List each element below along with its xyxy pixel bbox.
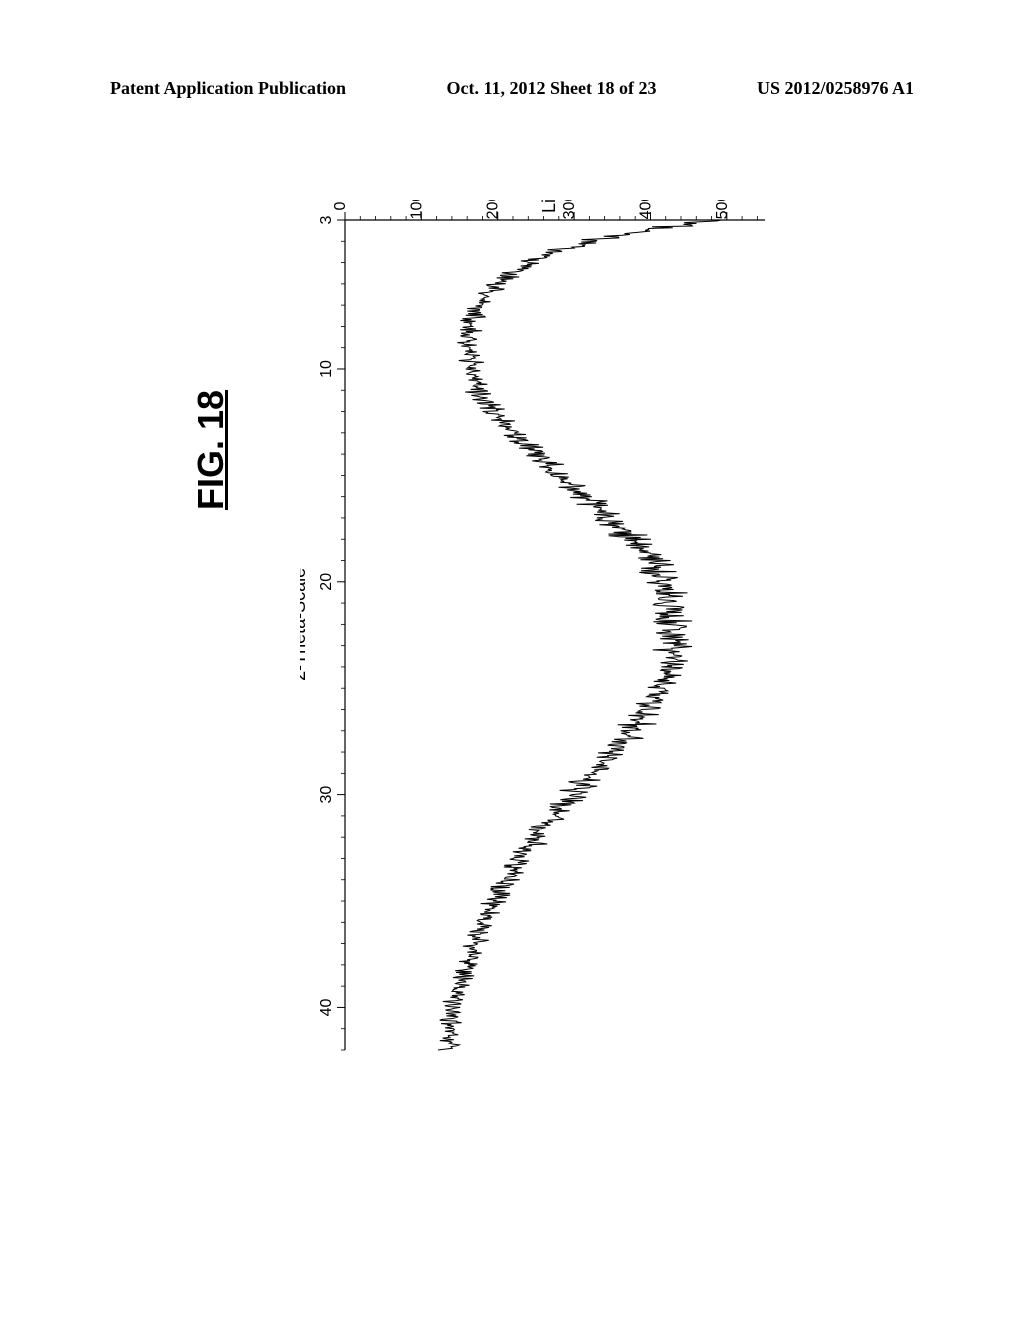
header-right: US 2012/0258976 A1 xyxy=(757,78,914,99)
svg-text:300: 300 xyxy=(561,200,578,219)
svg-text:400: 400 xyxy=(637,200,654,219)
header-center: Oct. 11, 2012 Sheet 18 of 23 xyxy=(447,78,657,99)
figure-area: FIG. 18 0100200300400500310203040Lin (Co… xyxy=(260,200,820,1120)
svg-text:10: 10 xyxy=(318,360,335,378)
svg-text:30: 30 xyxy=(318,786,335,804)
svg-text:40: 40 xyxy=(318,998,335,1016)
svg-text:20: 20 xyxy=(318,573,335,591)
page-header: Patent Application Publication Oct. 11, … xyxy=(0,78,1024,99)
svg-text:100: 100 xyxy=(408,200,425,219)
svg-text:500: 500 xyxy=(714,200,731,219)
chart-container: 0 100 200 300 400 500 3 10 20 30 40 Lin (Counts) 2-T… xyxy=(300,200,780,1120)
y-axis-label: Lin (Counts) xyxy=(539,200,559,213)
figure-title: FIG. 18 xyxy=(190,390,232,510)
xrd-chart: 0 100 200 300 400 500 3 10 20 30 40 Lin (Counts) 2-T… xyxy=(300,200,780,1120)
svg-text:200: 200 xyxy=(485,200,502,219)
svg-text:3: 3 xyxy=(318,215,335,224)
x-axis-label: 2-Theta-Scale xyxy=(300,568,309,681)
xrd-trace xyxy=(438,220,721,1050)
svg-text:0: 0 xyxy=(332,201,349,210)
header-left: Patent Application Publication xyxy=(110,78,346,99)
